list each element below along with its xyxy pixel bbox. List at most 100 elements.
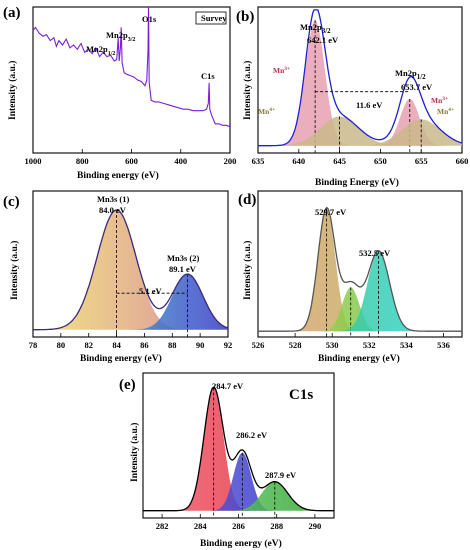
panel-a-xtick-label: 600 [125,156,138,166]
panel-a-o1s-label: O1s [142,14,157,24]
panel-d-peak3-label: 532.5 eV [359,248,391,258]
panel-b-mn3-right: Mn3+ [431,96,448,105]
panel-a-xtick-label: 200 [224,156,237,166]
panel-a-survey: (a) 1000 800 600 400 200 Survey O1s Mn2p3/2 … [3,5,236,181]
panel-b-mn2p32-label: Mn2p3/2 [300,22,331,35]
panel-c-label: (c) [3,194,20,210]
panel-d-plot: 526 528 530 532 534 536 [252,190,463,350]
panel-d-frame [257,190,463,338]
panel-c-xtick-label: 90 [196,340,205,350]
panel-c-peak1-value: 84.0 eV [99,205,127,215]
panel-c-plot: 78 80 82 84 86 88 90 92 [29,190,233,350]
panel-c-split-label: 5.1 eV [139,286,163,296]
panel-a-xtick-label: 800 [76,156,89,166]
panel-e-xtick-label: 290 [309,521,322,531]
panel-a-legend-box [195,11,227,25]
panel-b-mn4-right-text: Mn [437,107,449,116]
panel-a-plot: 1000 800 600 400 200 [25,6,237,166]
panel-e-ylabel: Intensity (a.u.) [129,423,140,482]
panel-b-xtick-label: 650 [374,156,387,166]
panel-a-mn2p12-sub: 1/2 [108,51,116,57]
panel-b-envelope [258,9,463,147]
panel-b-mn2p12-value: 653.7 eV [401,82,433,92]
panel-b-xtick-label: 660 [456,156,469,166]
panel-c-xtick-label: 84 [112,340,121,350]
panel-e-plot: 282 284 286 288 290 [142,372,335,531]
panel-a-survey-line [32,6,231,128]
panel-e-peak-3 [143,481,334,511]
panel-b-mn4-left-text: Mn [258,107,270,116]
panel-b-mn3-left-text: Mn [273,66,285,75]
panel-c-ylabel: Intensity (a.u.) [9,241,20,300]
panel-d-label: (d) [238,192,256,208]
panel-b-xtick-label: 635 [252,156,265,166]
panel-c-xtick-label: 92 [224,340,233,350]
panel-c-mn3s: (c) 78 80 82 84 86 88 90 92 Mn3s (1) 84.0 eV Mn… [3,190,233,364]
panel-d-ylabel: Intensity (a.u.) [242,241,253,300]
panel-e-xtick-label: 288 [270,521,283,531]
panel-c-xtick-label: 82 [84,340,93,350]
panel-a-xlabel: Binding energy (eV) [77,170,159,181]
panel-b-xtick-label: 645 [333,156,346,166]
panel-a-ylabel: Intensity (a.u.) [7,61,18,120]
panel-b-peak-4 [258,119,462,146]
panel-a-label: (a) [3,5,21,21]
panel-d-peak1-label: 529.7 eV [315,207,347,217]
panel-b-xlabel: Binding Energy (eV) [315,177,399,188]
panel-b-mn3-right-text: Mn [431,96,443,105]
panel-c-xtick-label: 78 [29,340,38,350]
panel-d-envelope [258,206,462,332]
panel-e-peak2-label: 286.2 eV [236,430,268,440]
panel-e-peak-2 [143,452,334,511]
panel-e-envelope [143,386,334,512]
panel-c-xlabel: Binding energy (eV) [80,353,162,364]
panel-d-xtick-label: 536 [437,340,450,350]
panel-c-peak2-value: 89.1 eV [169,264,197,274]
panel-c-xtick-label: 80 [57,340,66,350]
panel-e-title: C1s [289,387,313,403]
panel-b-split-label: 11.6 eV [356,100,383,110]
panel-b-plot: 635 640 645 650 655 660 [252,6,469,166]
panel-c-xtick-label: 86 [140,340,149,350]
panel-b-mn4-left: Mn4+ [258,107,275,116]
panel-e-label: (e) [119,377,136,393]
panel-b-ylabel: Intensity (a.u.) [242,61,253,120]
panel-b-mn2p32-sub: 3/2 [322,27,331,35]
panel-e-xlabel: Binding energy (eV) [200,538,282,549]
panel-a-mn2p12-label: Mn2p1/2 [86,44,115,57]
panel-b-mn3-left-sup: 3+ [284,66,290,72]
panel-b-mn4-left-sup: 4+ [269,107,275,113]
panel-b-mn2p: (b) 635 640 645 650 655 660 Mn2p3/2 642.1 eV … [236,6,469,188]
panel-b-mn3-right-sup: 3+ [442,96,448,102]
panel-a-xtick-label: 1000 [25,156,42,166]
panel-c-envelope [33,209,229,331]
panel-b-xtick-label: 655 [415,156,428,166]
panel-b-peak-2 [258,116,462,146]
panel-d-xtick-label: 534 [400,340,414,350]
panel-b-xtick-label: 640 [292,156,305,166]
panel-b-mn2p32-text: Mn2p [300,22,322,32]
panel-d-xtick-label: 530 [326,340,339,350]
panel-c-peak-2 [33,274,228,330]
panel-a-mn2p12-text: Mn2p [86,44,108,54]
panel-a-legend-text: Survey [201,13,227,23]
panel-a-xtick-label: 400 [174,156,187,166]
panel-b-mn2p12-label: Mn2p1/2 [395,68,426,81]
panel-b-mn4-right: Mn4+ [437,107,454,116]
panel-b-mn2p12-sub: 1/2 [417,73,426,81]
panel-a-mn2p32-text: Mn2p [106,30,128,40]
panel-c-peak-1 [33,210,228,330]
panel-b-label: (b) [236,9,254,25]
panel-d-xtick-label: 532 [363,340,376,350]
panel-b-mn4-right-sup: 4+ [448,107,454,113]
panel-d-xlabel: Binding energy (eV) [318,353,400,364]
panel-b-frame [257,6,463,154]
panel-e-peak1-label: 284.7 eV [212,381,244,391]
panel-b-mn2p32-value: 642.1 eV [307,35,339,45]
panel-c-peak2-label: Mn3s (2) [167,253,200,263]
panel-a-mn2p32-label: Mn2p3/2 [106,30,135,43]
panel-b-mn3-left: Mn3+ [273,66,290,75]
panel-e-xtick-label: 286 [232,521,245,531]
panel-c-frame [32,190,229,338]
